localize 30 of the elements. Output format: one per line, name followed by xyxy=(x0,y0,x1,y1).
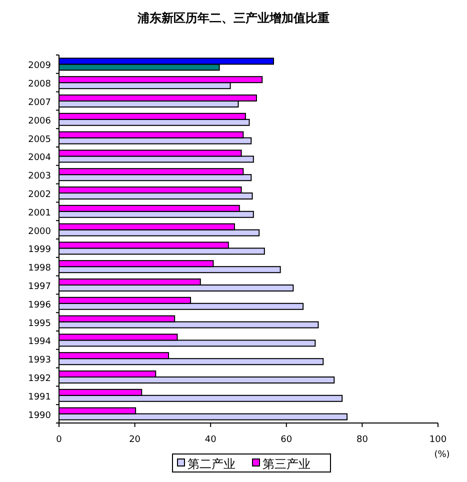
y-tick-label: 1993 xyxy=(28,356,51,366)
y-tick-label: 2003 xyxy=(28,172,51,182)
y-tick-label: 1998 xyxy=(28,264,52,274)
y-tick-label: 2002 xyxy=(28,190,51,200)
y-tick-label: 2004 xyxy=(28,153,52,164)
y-tick-label: 2008 xyxy=(28,80,52,90)
y-tick-label: 1999 xyxy=(28,245,52,256)
y-tick-label: 2007 xyxy=(28,98,51,108)
y-tick-label: 1992 xyxy=(28,374,51,384)
x-axis-title: (%) xyxy=(434,450,450,460)
y-tick-label: 2009 xyxy=(28,61,52,72)
legend-label: 第三产业 xyxy=(262,457,310,471)
y-tick-label: 2000 xyxy=(28,226,52,237)
y-tick-label: 1990 xyxy=(28,410,52,421)
x-tick-label: 0 xyxy=(56,435,62,445)
x-tick-label: 100 xyxy=(429,435,447,445)
x-tick-label: 60 xyxy=(280,435,292,445)
y-tick-label: 2006 xyxy=(28,116,52,126)
x-tick-label: 40 xyxy=(204,435,217,445)
legend-label: 第二产业 xyxy=(188,457,236,471)
y-tick-label: 2005 xyxy=(28,134,51,145)
y-tick-label: 1996 xyxy=(28,300,52,310)
y-tick-label: 2001 xyxy=(28,208,51,218)
y-tick-label: 1995 xyxy=(28,318,51,329)
y-tick-label: 1994 xyxy=(28,337,52,348)
y-tick-label: 1991 xyxy=(28,392,51,402)
x-tick-label: 20 xyxy=(129,435,141,445)
y-tick-label: 1997 xyxy=(28,282,51,292)
x-tick-label: 80 xyxy=(356,435,368,445)
chart-title: 浦东新区历年二、三产业增加值比重 xyxy=(136,11,330,25)
